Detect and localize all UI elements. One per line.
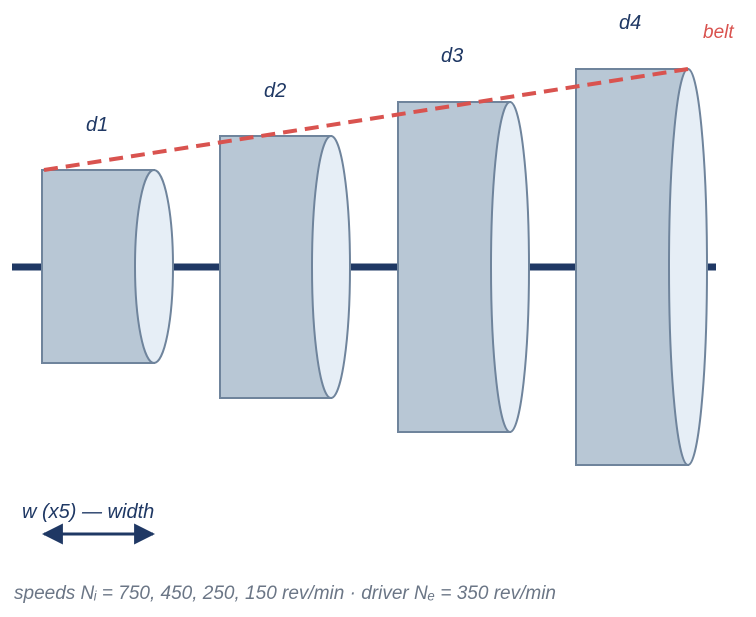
width-label: w (x5) — width bbox=[22, 501, 155, 523]
belt-label: belt bbox=[703, 22, 734, 43]
pulley-d4 bbox=[575, 68, 708, 466]
pulley-d3-face bbox=[490, 101, 530, 433]
pulley-d4-face bbox=[668, 68, 708, 466]
pulley-label-d1: d1 bbox=[86, 114, 109, 136]
pulley-d1 bbox=[41, 169, 174, 364]
speeds-caption: speeds Nᵢ = 750, 450, 250, 150 rev/min ·… bbox=[14, 583, 557, 604]
pulley-label-d2: d2 bbox=[264, 80, 287, 102]
pulley-label-d4: d4 bbox=[619, 12, 642, 34]
pulley-d2 bbox=[219, 135, 351, 399]
pulley-d2-face bbox=[311, 135, 351, 399]
pulley-d3 bbox=[397, 101, 530, 433]
pulley-d1-face bbox=[134, 169, 174, 364]
pulley-label-d3: d3 bbox=[441, 45, 464, 67]
